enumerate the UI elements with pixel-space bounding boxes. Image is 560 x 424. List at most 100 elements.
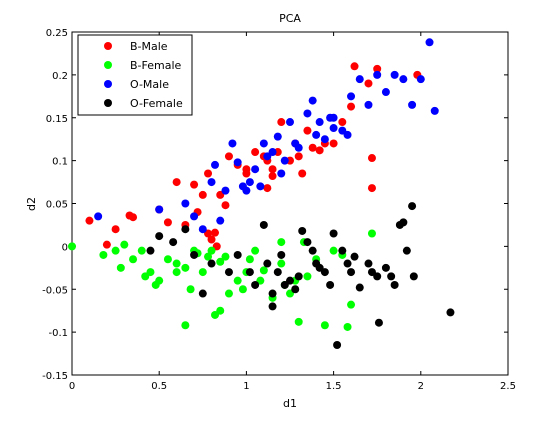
x-tick-label: 2.5	[500, 381, 516, 392]
data-point	[312, 130, 321, 139]
data-point	[294, 152, 303, 161]
data-point	[320, 268, 329, 277]
data-point	[198, 289, 207, 298]
y-tick-label: 0.05	[46, 200, 68, 211]
data-point	[94, 212, 103, 221]
data-points	[68, 38, 455, 349]
data-point	[308, 143, 317, 152]
x-tick-label: 2	[418, 381, 424, 392]
data-point	[190, 250, 199, 259]
data-point	[430, 106, 439, 115]
series-o-female	[146, 202, 455, 349]
x-tick-label: 1	[243, 381, 249, 392]
y-tick-label: 0.1	[52, 157, 68, 168]
data-point	[198, 190, 207, 199]
data-point	[355, 283, 364, 292]
data-point	[263, 184, 272, 193]
data-point	[207, 246, 216, 255]
data-point	[111, 225, 120, 234]
legend-marker	[104, 42, 112, 50]
x-axis-ticks: 0 0.5 1 1.5 2 2.5	[69, 32, 516, 392]
legend-label: O-Female	[130, 97, 183, 110]
data-point	[163, 255, 172, 264]
data-point	[111, 246, 120, 255]
data-point	[245, 255, 254, 264]
data-point	[364, 259, 373, 268]
data-point	[263, 259, 272, 268]
data-point	[373, 64, 382, 73]
data-point	[259, 139, 268, 148]
data-point	[350, 62, 359, 71]
data-point	[211, 228, 220, 237]
y-axis-ticks: -0.15 -0.1 -0.05 0 0.05 0.1 0.15 0.2 0.25	[42, 28, 508, 382]
x-tick-label: 0.5	[151, 381, 167, 392]
data-point	[350, 252, 359, 261]
data-point	[224, 268, 233, 277]
data-point	[207, 235, 216, 244]
data-point	[308, 246, 317, 255]
data-point	[186, 285, 195, 294]
data-point	[224, 152, 233, 161]
data-point	[347, 92, 356, 101]
data-point	[308, 96, 317, 105]
legend-marker	[104, 80, 112, 88]
data-point	[224, 289, 233, 298]
data-point	[256, 182, 265, 191]
data-point	[207, 259, 216, 268]
data-point	[259, 220, 268, 229]
data-point	[303, 272, 312, 281]
data-point	[216, 306, 225, 315]
data-point	[329, 229, 338, 238]
data-point	[347, 268, 356, 277]
data-point	[367, 154, 376, 163]
data-point	[190, 180, 199, 189]
data-point	[416, 75, 425, 84]
data-point	[315, 118, 324, 127]
legend-marker	[104, 61, 112, 69]
data-point	[408, 100, 417, 109]
data-point	[286, 276, 294, 285]
data-point	[303, 238, 312, 247]
data-point	[242, 169, 251, 178]
data-point	[364, 79, 373, 88]
data-point	[298, 226, 307, 235]
series-o-male	[94, 38, 439, 234]
data-point	[367, 229, 376, 238]
data-point	[85, 216, 94, 225]
data-point	[320, 321, 329, 330]
data-point	[99, 250, 108, 259]
data-point	[355, 75, 364, 84]
data-point	[277, 250, 286, 259]
data-point	[146, 268, 155, 277]
data-point	[298, 169, 307, 178]
data-point	[155, 232, 164, 241]
legend-label: B-Female	[130, 59, 182, 72]
data-point	[390, 70, 399, 79]
data-point	[347, 300, 356, 309]
data-point	[390, 280, 399, 289]
data-point	[204, 169, 213, 178]
y-axis-label: d2	[25, 197, 38, 211]
y-tick-label: -0.1	[48, 328, 68, 339]
data-point	[216, 257, 225, 266]
data-point	[233, 158, 242, 167]
data-point	[181, 199, 190, 208]
data-point	[155, 205, 164, 214]
data-point	[251, 165, 260, 174]
data-point	[373, 70, 382, 79]
data-point	[277, 169, 286, 178]
data-point	[181, 321, 190, 330]
data-point	[259, 266, 268, 275]
data-point	[169, 238, 178, 247]
data-point	[387, 272, 396, 281]
y-tick-label: -0.05	[42, 285, 68, 296]
data-point	[245, 268, 254, 277]
data-point	[329, 124, 338, 133]
data-point	[343, 259, 352, 268]
data-point	[425, 38, 434, 47]
y-tick-label: 0.15	[46, 114, 68, 125]
data-point	[399, 75, 408, 84]
data-point	[216, 216, 225, 225]
data-point	[221, 201, 230, 210]
y-tick-label: 0	[62, 242, 68, 253]
